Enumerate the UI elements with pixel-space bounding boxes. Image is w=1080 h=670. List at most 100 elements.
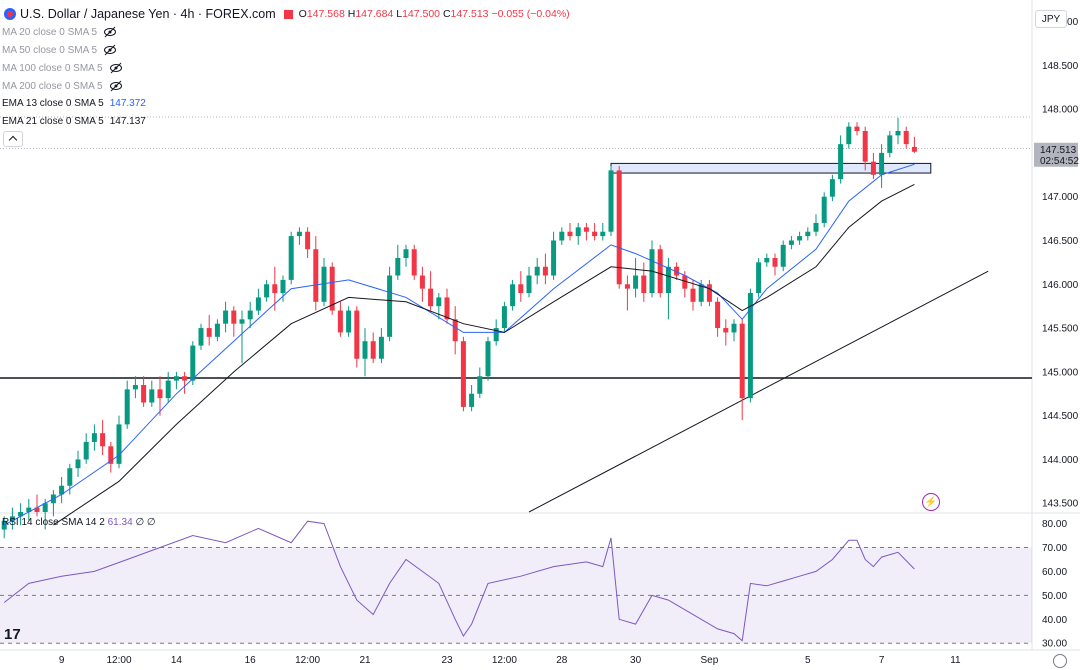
hidden-eye-icon[interactable] [109,80,123,92]
trendline[interactable] [528,270,989,513]
candle-body [206,328,212,337]
currency-button[interactable]: JPY [1035,10,1067,28]
time-tick-label: 12:00 [295,655,320,666]
price-tag-box [1034,142,1078,167]
hidden-eye-icon[interactable] [109,62,123,74]
candles [1,117,917,539]
price-axis[interactable]: 143.500 144.000 144.500 145.000 145.500 146.0… [1042,17,1079,510]
price-tick-label: 144.500 [1042,411,1079,422]
candle-body [600,231,606,237]
indicator-ma200[interactable]: MA 200 close 0 SMA 5 [2,80,123,92]
indicator-ema21[interactable]: EMA 21 close 0 SMA 5 147.137 [2,116,146,127]
rsi-tick-label: 50.00 [1042,591,1067,602]
candle-body [362,341,368,359]
time-tick-label: 28 [556,655,568,666]
price-tick-label: 147.000 [1042,192,1079,203]
candle-body [354,310,360,359]
time-tick-label: 23 [441,655,453,666]
candle-body [788,240,794,245]
candle-body [854,126,860,131]
candle-body [715,301,721,329]
candle-body [370,341,376,359]
candle-body [706,284,712,302]
price-tag-value: 147.513 [1040,145,1077,156]
candle-body [739,323,745,399]
indicator-ma50[interactable]: MA 50 close 0 SMA 5 [2,44,117,56]
time-tick-label: 5 [805,655,811,666]
ema21-line [53,183,915,526]
candle-body [173,376,179,381]
indicator-ma100[interactable]: MA 100 close 0 SMA 5 [2,62,123,74]
hidden-eye-icon[interactable] [103,26,117,38]
candle-body [903,131,909,145]
candle-body [723,328,729,333]
candle-body [116,424,122,464]
price-tick-label: 146.500 [1042,236,1079,247]
candle-body [592,231,598,237]
candle-body [255,297,261,311]
candle-body [608,170,614,232]
indicator-ma20[interactable]: MA 20 close 0 SMA 5 [2,26,117,38]
candle-body [756,262,762,294]
collapse-legend-button[interactable] [3,131,23,147]
candle-body [501,306,507,329]
lightning-icon[interactable]: ⚡ [922,493,940,511]
chart-header: U.S. Dollar / Japanese Yen · 4h · FOREX.… [0,4,570,24]
candle-body [862,131,868,162]
candle-body [67,468,73,486]
price-tag-countdown: 02:54:52 [1040,156,1079,167]
market-status-icon [283,9,293,19]
candle-body [296,231,302,237]
candle-body [198,328,204,346]
tradingview-logo: 17 [4,626,21,643]
change-value: −0.055 (−0.04%) [491,8,570,20]
rsi-legend[interactable]: RSI 14 close SMA 14 2 61.34 ∅ ∅ [2,517,156,528]
candle-body [895,131,901,136]
candle-body [75,459,81,469]
time-tick-label: 11 [950,655,961,666]
price-tick-label: 148.500 [1042,61,1079,72]
candle-body [321,266,327,302]
candle-body [797,236,803,241]
time-axis[interactable]: 9 12:00 14 16 12:00 21 23 12:00 28 30 Sep 5 7 11 [59,655,961,666]
candle-body [346,310,352,333]
candle-body [567,231,573,237]
candle-body [91,433,97,442]
gear-icon[interactable] [1053,654,1067,668]
candle-body [83,441,89,460]
hidden-eye-icon[interactable] [103,44,117,56]
time-tick-label: 9 [59,655,65,666]
candle-body [747,293,753,399]
candle-body [305,231,311,250]
candle-body [542,266,548,276]
candle-body [378,336,384,359]
price-tick-label: 144.000 [1042,455,1079,466]
ema21-value: 147.137 [109,116,146,127]
candle-body [870,161,876,175]
candle-body [674,266,680,276]
candle-body [657,249,663,294]
candle-body [214,323,220,337]
time-tick-label: 30 [630,655,642,666]
candle-body [149,389,155,403]
candle-body [59,485,65,495]
indicator-ema13[interactable]: EMA 13 close 0 SMA 5 147.372 [2,98,146,109]
candle-body [911,146,917,152]
time-tick-label: 16 [245,655,257,666]
rsi-tick-label: 60.00 [1042,567,1067,578]
candle-body [493,328,499,342]
candle-body [428,288,434,307]
candle-body [829,179,835,197]
candle-body [805,231,811,237]
candle-body [764,258,770,263]
candle-body [141,385,147,403]
candle-body [403,249,409,258]
symbol-title[interactable]: U.S. Dollar / Japanese Yen · 4h · FOREX.… [20,7,276,21]
rsi-axis[interactable]: 30.00 40.00 50.00 60.00 70.00 80.00 [1042,519,1067,650]
candle-body [633,275,639,289]
candle-body [583,227,589,232]
candle-body [665,266,671,294]
candle-body [190,345,196,381]
